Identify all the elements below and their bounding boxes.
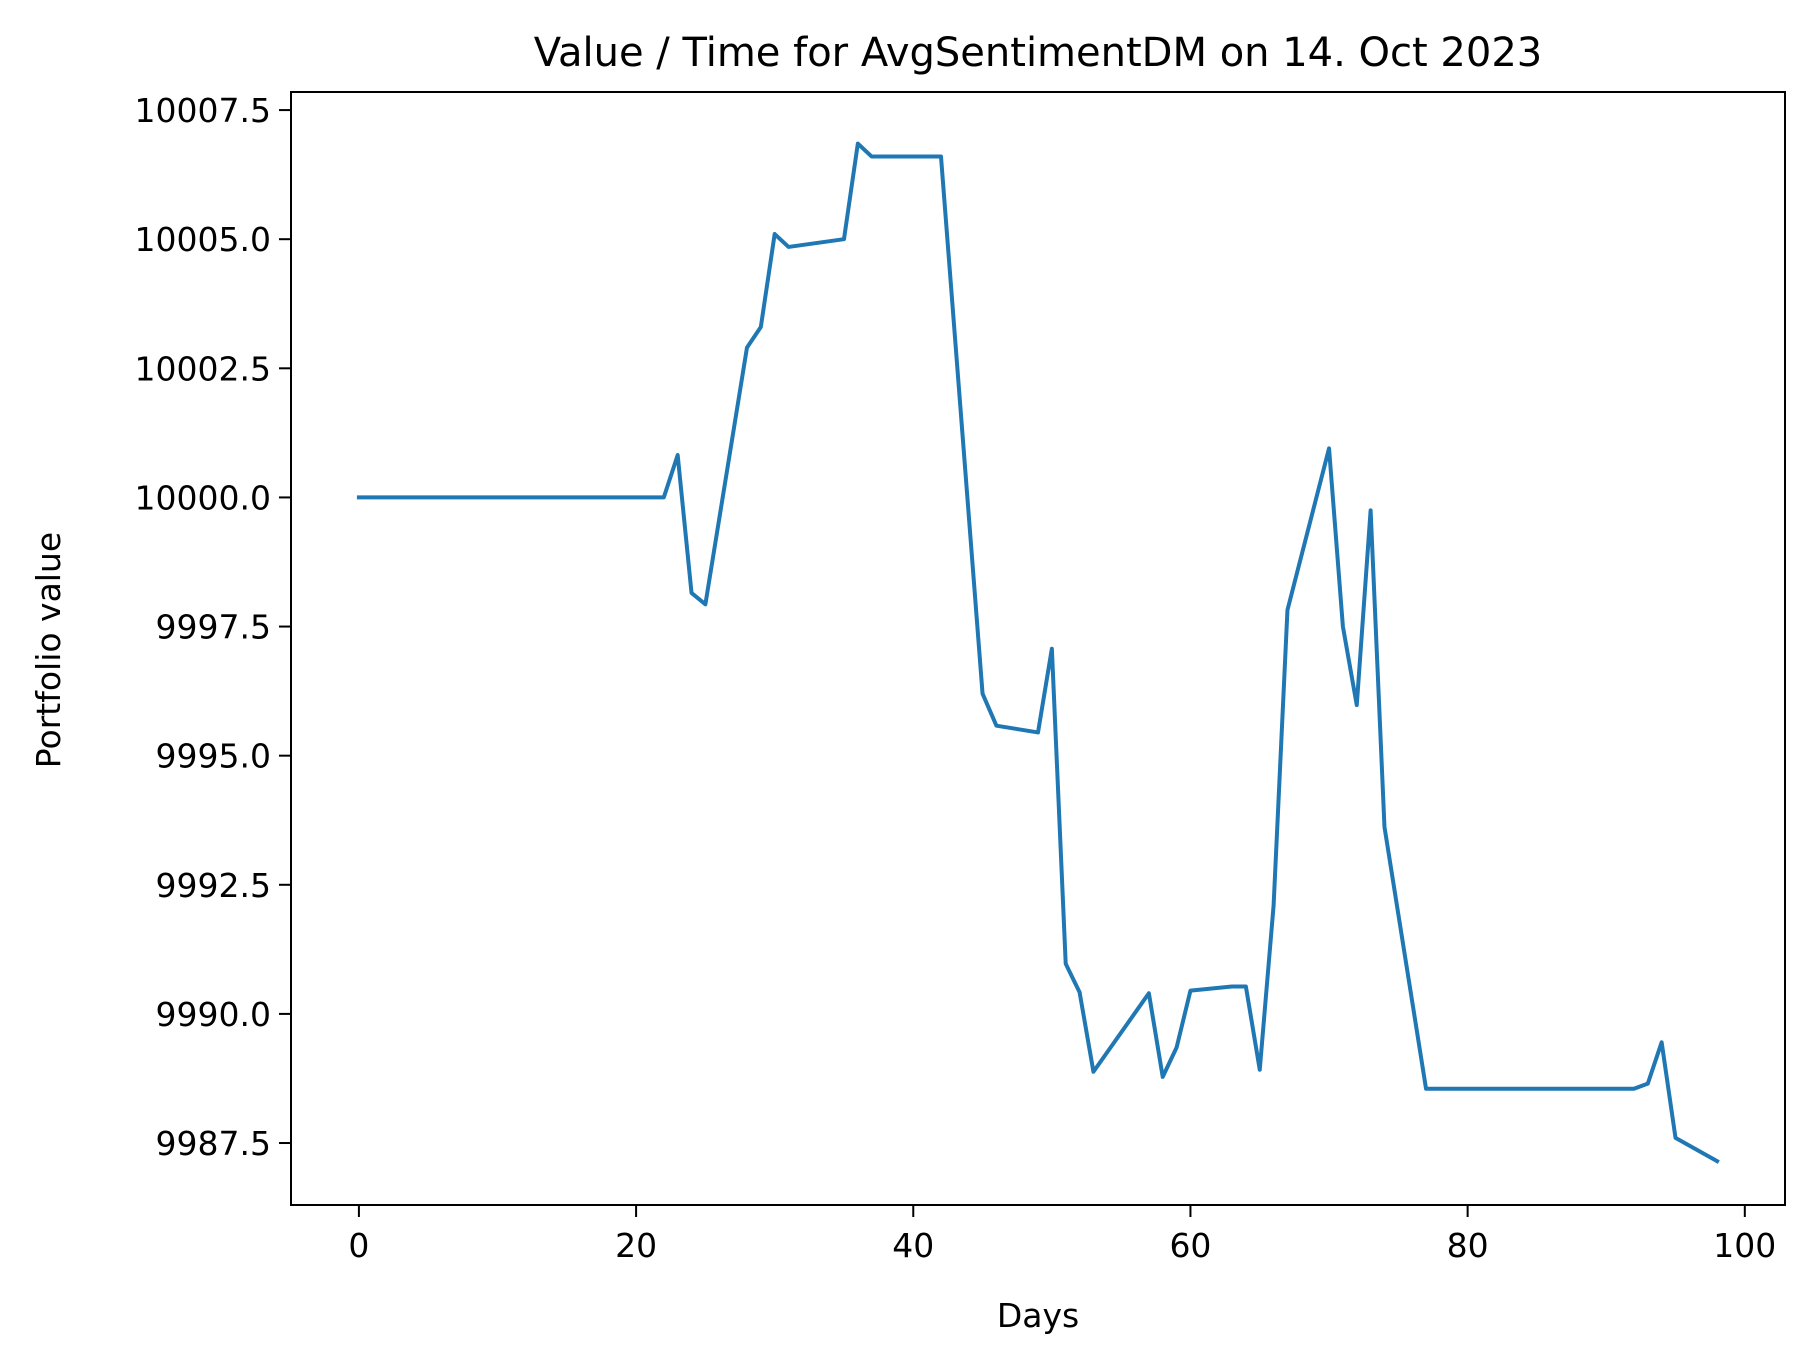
x-tick-label: 60: [1169, 1226, 1211, 1265]
plot-area-frame: [290, 91, 1786, 1206]
x-axis-ticks: 0 20 40 60 80 100: [348, 1205, 1776, 1265]
series-layer: [356, 141, 1720, 1164]
y-tick-label: 9997.5: [156, 608, 271, 647]
y-tick-label: 9992.5: [156, 866, 271, 905]
y-tick-label: 10000.0: [135, 478, 271, 517]
y-axis-ticks: 9987.5 9990.0 9992.5 9995.0 9997.5 10000.0 100…: [135, 91, 291, 1163]
y-tick-label: 10005.0: [135, 220, 271, 259]
x-tick-label: 40: [892, 1226, 934, 1265]
y-axis-label: Portfolio value: [29, 532, 68, 768]
x-tick-label: 80: [1447, 1226, 1489, 1265]
y-tick-label: 9995.0: [156, 737, 271, 776]
y-tick-label: 9987.5: [156, 1124, 271, 1163]
x-axis-label: Days: [997, 1296, 1079, 1335]
chart-title: Value / Time for AvgSentimentDM on 14. O…: [534, 30, 1542, 76]
y-tick-label: 10007.5: [135, 91, 271, 130]
series-line-portfolio-value: [356, 141, 1720, 1164]
y-tick-label: 9990.0: [156, 995, 271, 1034]
x-tick-label: 0: [348, 1226, 369, 1265]
y-tick-label: 10002.5: [135, 349, 271, 388]
x-tick-label: 100: [1713, 1226, 1776, 1265]
x-tick-label: 20: [615, 1226, 657, 1265]
